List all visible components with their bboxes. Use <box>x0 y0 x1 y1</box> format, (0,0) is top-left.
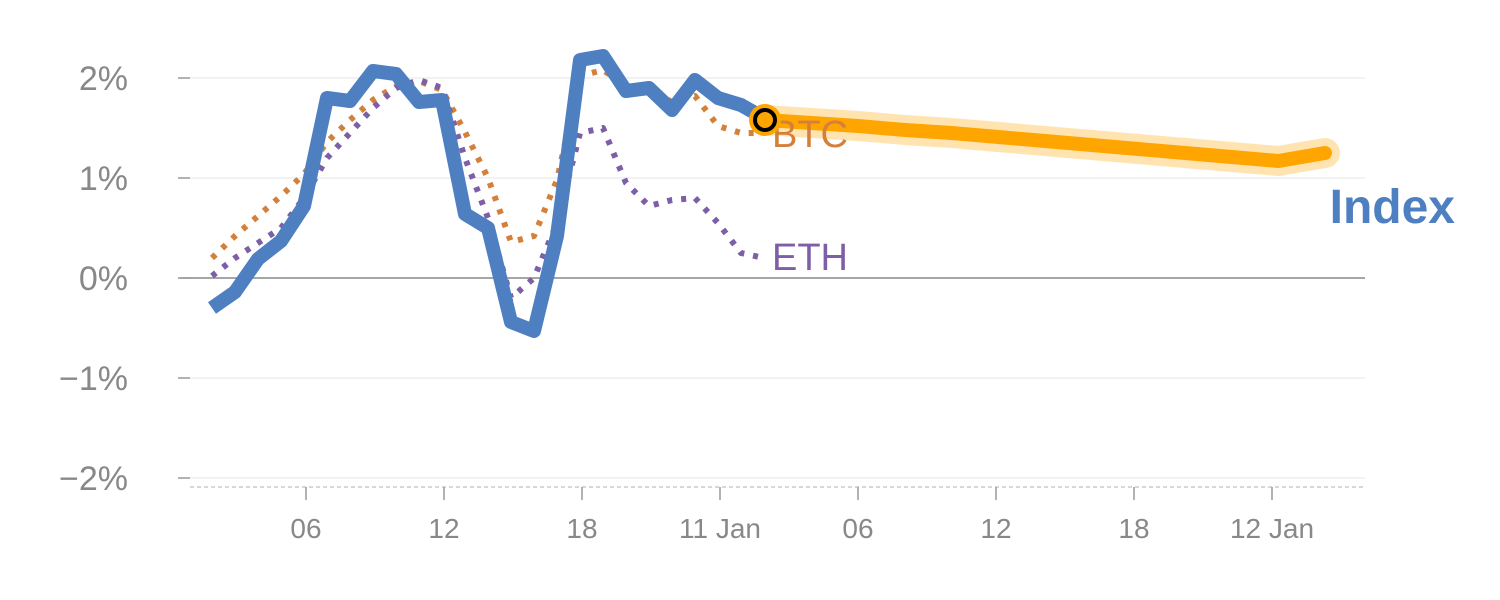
forecast-band-core <box>758 113 1332 168</box>
y-tick-label: 1% <box>79 160 128 198</box>
series-label-btc: BTC <box>772 114 848 156</box>
y-tick-label: −1% <box>59 360 128 398</box>
x-tick-label: 06 <box>290 513 321 544</box>
series-labels: BTC ETH Index <box>772 114 1455 279</box>
series-line-eth <box>210 77 765 301</box>
series-label-eth: ETH <box>772 237 848 279</box>
x-tick-label: 18 <box>1118 513 1149 544</box>
series-label-index: Index <box>1330 181 1456 234</box>
series-lines <box>208 49 768 338</box>
y-tick-label: −2% <box>59 460 128 498</box>
x-tick-label: 12 <box>428 513 459 544</box>
x-tick-label: 18 <box>566 513 597 544</box>
series-line-index <box>208 49 768 338</box>
current-marker <box>749 104 781 136</box>
x-tick-label: 11 Jan <box>679 513 761 544</box>
forecast-band <box>750 105 1340 176</box>
gridlines <box>180 77 1365 479</box>
y-axis: 2% 1% 0% −1% −2% <box>59 60 190 498</box>
y-tick-label: 0% <box>79 260 128 298</box>
y-tick-label: 2% <box>79 60 128 98</box>
x-tick-label: 12 Jan <box>1230 513 1314 544</box>
x-tick-label: 12 <box>980 513 1011 544</box>
x-axis: 06 12 18 11 Jan 06 12 18 12 Jan <box>190 486 1365 544</box>
marker-dot <box>753 108 777 132</box>
x-tick-label: 06 <box>842 513 873 544</box>
